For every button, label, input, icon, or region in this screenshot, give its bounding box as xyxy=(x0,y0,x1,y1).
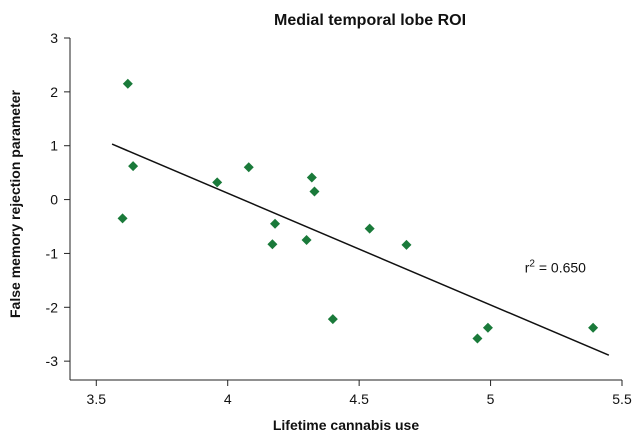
data-point xyxy=(117,213,128,224)
r-squared-annotation: r2 = 0.650 xyxy=(525,258,586,275)
data-point xyxy=(267,239,278,250)
data-point xyxy=(306,172,317,183)
chart-title: Medial temporal lobe ROI xyxy=(274,12,466,29)
data-point xyxy=(309,186,320,197)
regression-line xyxy=(111,143,610,356)
y-tick-label: 1 xyxy=(50,138,58,154)
x-tick-label: 4.5 xyxy=(349,391,369,407)
data-point xyxy=(472,333,483,344)
x-tick-label: 3.5 xyxy=(87,391,107,407)
data-point xyxy=(364,223,375,234)
y-tick-label: -3 xyxy=(46,353,59,369)
data-point xyxy=(270,218,281,229)
y-tick-label: -2 xyxy=(46,299,59,315)
x-tick-label: 5 xyxy=(487,391,495,407)
data-point xyxy=(327,314,338,325)
x-tick-label: 5.5 xyxy=(612,391,632,407)
r-squared-value: = 0.650 xyxy=(535,259,586,275)
y-tick-label: 2 xyxy=(50,84,58,100)
data-point xyxy=(482,322,493,333)
data-point xyxy=(212,177,223,188)
x-tick-label: 4 xyxy=(224,391,232,407)
y-ticks: 3 2 1 0 -1 -2 -3 xyxy=(46,30,70,369)
y-tick-label: 3 xyxy=(50,30,58,46)
y-tick-label: -1 xyxy=(46,245,59,261)
data-point xyxy=(243,162,254,173)
data-point xyxy=(301,234,312,245)
r-squared-superscript: 2 xyxy=(529,258,535,269)
axes xyxy=(69,38,622,381)
data-points xyxy=(117,78,599,344)
r-squared-prefix: r xyxy=(525,259,530,275)
y-tick-label: 0 xyxy=(50,192,58,208)
x-ticks: 3.5 4 4.5 5 5.5 xyxy=(87,380,632,407)
data-point xyxy=(401,239,412,250)
data-point xyxy=(128,161,139,172)
data-point xyxy=(122,78,133,89)
y-axis-label: False memory rejection parameter xyxy=(7,89,23,318)
x-axis-label: Lifetime cannabis use xyxy=(273,417,419,433)
data-point xyxy=(588,322,599,333)
